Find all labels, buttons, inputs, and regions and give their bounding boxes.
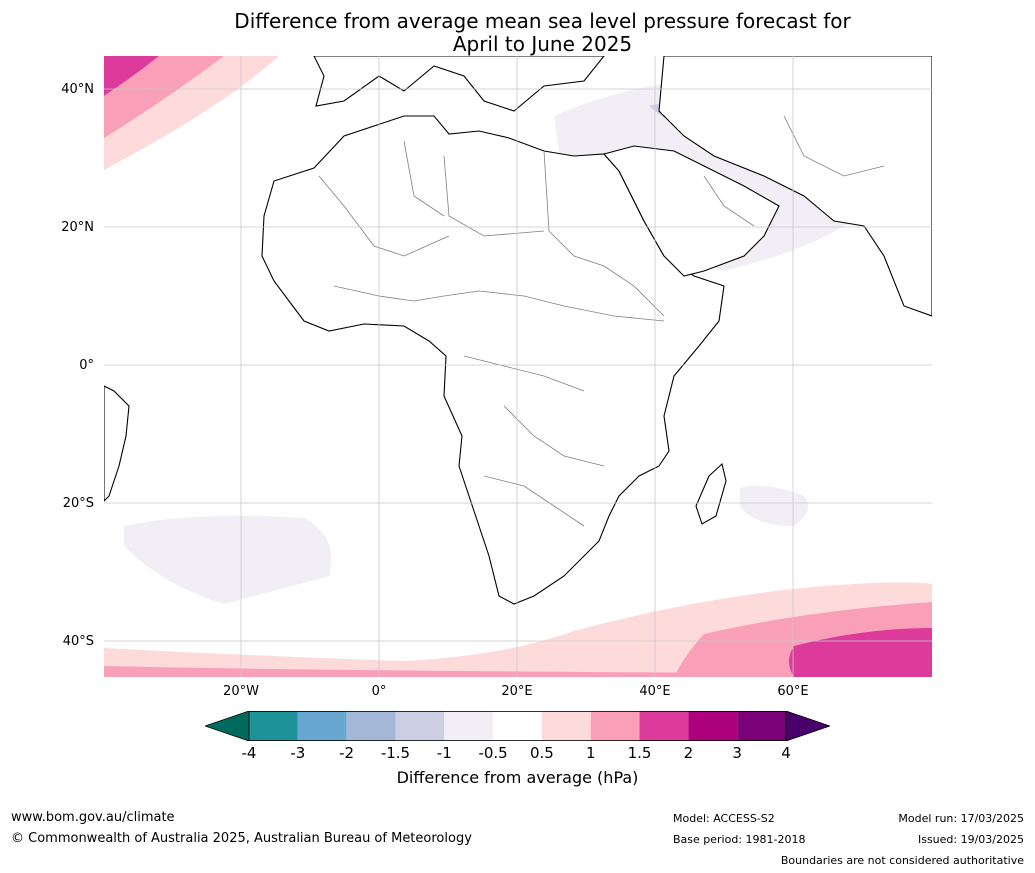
colorbar-segment bbox=[297, 711, 347, 741]
lat-label-0: 0° bbox=[79, 358, 94, 373]
legend-colorbar bbox=[205, 711, 830, 741]
graticule bbox=[104, 56, 932, 677]
lon-label-40e: 40°E bbox=[639, 684, 671, 699]
colorbar-segment bbox=[590, 711, 640, 741]
footer-issued: Issued: 19/03/2025 bbox=[917, 833, 1024, 846]
colorbar-segment bbox=[541, 711, 591, 741]
colorbar-tick-label: 1 bbox=[585, 744, 596, 762]
colorbar-tick-label: -0.5 bbox=[478, 744, 508, 762]
lat-label-20s: 20°S bbox=[62, 496, 94, 511]
colorbar-segment bbox=[249, 711, 298, 741]
footer-disclaimer: Boundaries are not considered authoritat… bbox=[780, 854, 1024, 867]
lat-label-20n: 20°N bbox=[61, 220, 94, 235]
lat-label-40n: 40°N bbox=[61, 82, 94, 97]
colorbar-extend-high bbox=[785, 711, 830, 741]
footer-model: Model: ACCESS-S2 bbox=[673, 812, 775, 825]
colorbar-tick-label: -1 bbox=[436, 744, 452, 762]
nw-anomaly-1 bbox=[104, 56, 224, 138]
europe-coast bbox=[313, 56, 605, 112]
borders bbox=[318, 115, 885, 527]
madagascar bbox=[695, 462, 727, 525]
title-line-2: April to June 2025 bbox=[452, 32, 633, 56]
asia bbox=[658, 56, 932, 317]
south-atlantic-anomaly bbox=[124, 515, 332, 604]
pressure-anomaly-map bbox=[104, 56, 932, 677]
land bbox=[104, 56, 932, 605]
lat-label-40s: 40°S bbox=[62, 634, 94, 649]
footer-model-run: Model run: 17/03/2025 bbox=[898, 812, 1024, 825]
map-canvas bbox=[104, 56, 932, 677]
colorbar-tick-label: 0.5 bbox=[529, 744, 554, 762]
colorbar-tick-label: 1.5 bbox=[627, 744, 652, 762]
colorbar-extend-low bbox=[205, 711, 250, 741]
colorbar-tick-label: -3 bbox=[290, 744, 306, 762]
colorbar-segment bbox=[688, 711, 738, 741]
title-line-1: Difference from average mean sea level p… bbox=[234, 9, 851, 33]
colorbar-segment bbox=[493, 711, 542, 741]
footer-copyright: © Commonwealth of Australia 2025, Austra… bbox=[11, 831, 472, 846]
south-anomaly-1-west bbox=[104, 666, 932, 677]
colorbar-tick-label: 2 bbox=[683, 744, 694, 762]
colorbar-segment bbox=[639, 711, 689, 741]
colorbar-border bbox=[248, 711, 787, 741]
africa-outline bbox=[261, 115, 725, 605]
colorbar-segment bbox=[444, 711, 494, 741]
footer-base-period: Base period: 1981-2018 bbox=[673, 833, 806, 846]
south-anomaly-1-5 bbox=[789, 628, 932, 677]
colorbar-segment bbox=[395, 711, 445, 741]
lon-label-20e: 20°E bbox=[501, 684, 533, 699]
colorbar-tick-label: -2 bbox=[339, 744, 355, 762]
colorbar-segment bbox=[737, 711, 786, 741]
colorbar-tick-label: 3 bbox=[732, 744, 742, 762]
lon-label-60e: 60°E bbox=[777, 684, 809, 699]
madagascar-east-anomaly bbox=[740, 485, 809, 526]
colorbar-tick-label: 4 bbox=[781, 744, 791, 762]
lon-label-20w: 20°W bbox=[223, 684, 259, 699]
colorbar-tick-label: -1.5 bbox=[380, 744, 411, 762]
footer-website: www.bom.gov.au/climate bbox=[11, 810, 175, 825]
colorbar-tick-label: -4 bbox=[241, 744, 257, 762]
lon-label-0: 0° bbox=[371, 684, 387, 699]
south-america-edge bbox=[104, 385, 130, 502]
legend-title: Difference from average (hPa) bbox=[396, 768, 639, 787]
chart-title: Difference from average mean sea level p… bbox=[0, 10, 1035, 56]
colorbar-segment bbox=[346, 711, 396, 741]
nw-anomaly-1-5 bbox=[104, 56, 159, 96]
